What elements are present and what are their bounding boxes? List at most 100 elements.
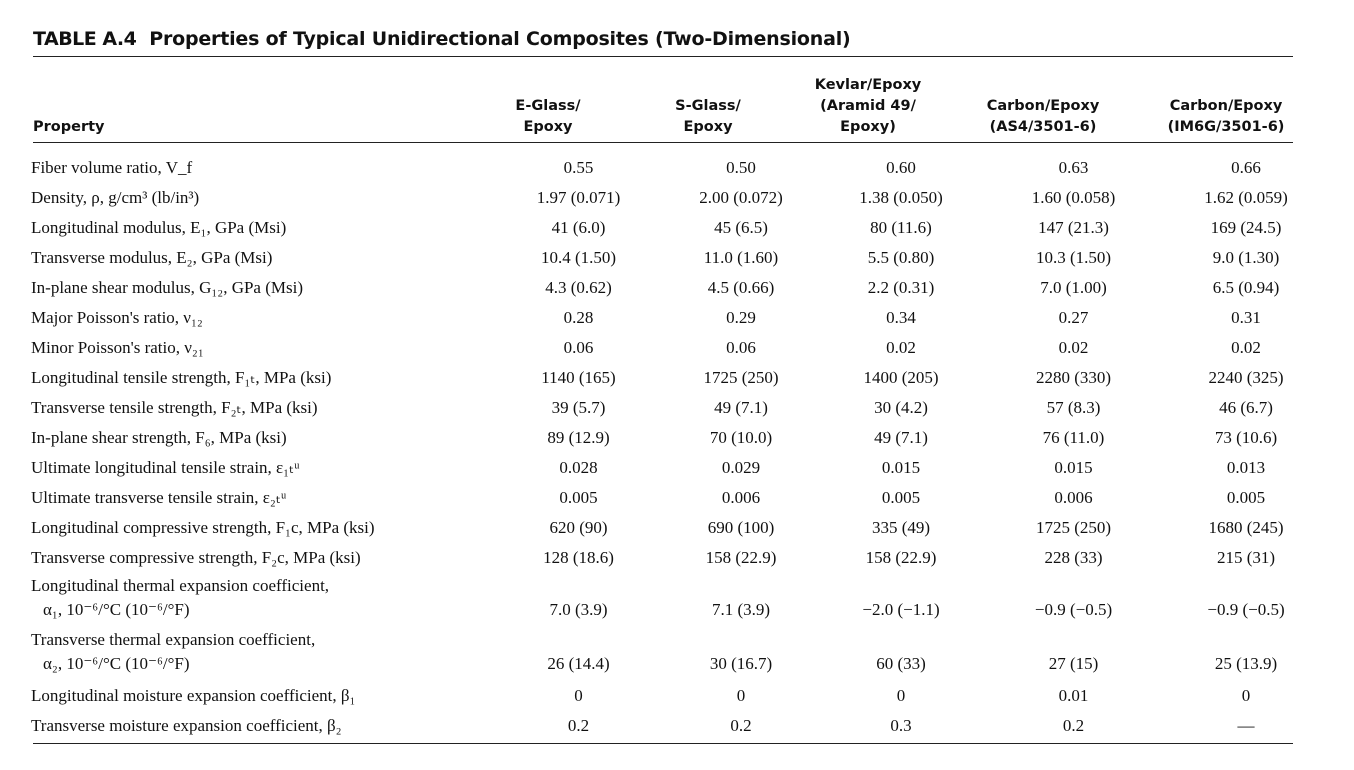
property-name: Transverse compressive strength, F₂c, MP…	[31, 548, 361, 567]
property-name: In-plane shear modulus, G₁₂, GPa (Msi)	[31, 278, 303, 297]
table-row: Major Poisson's ratio, ν₁₂ 0.28 0.29 0.34 0.…	[31, 298, 1331, 328]
property-name-line1: Transverse thermal expansion coefficient…	[31, 630, 316, 649]
properties-table: Fiber volume ratio, V_f 0.55 0.50 0.60 0.63 0…	[31, 148, 1331, 736]
cell-value: 1.60 (0.058)	[1031, 188, 1116, 207]
cell-value: 25 (13.9)	[1214, 654, 1278, 673]
cell-value: 0.66	[1231, 158, 1261, 177]
property-name: Longitudinal thermal expansion coefficie…	[31, 568, 491, 622]
property-name: Transverse thermal expansion coefficient…	[31, 622, 491, 676]
cell-value: 1400 (205)	[863, 368, 939, 387]
cell-value: 4.5 (0.66)	[707, 278, 775, 297]
cell-value: 0.02	[1058, 338, 1089, 357]
cell-value: 0.55	[563, 158, 594, 177]
cell-value: 169 (24.5)	[1210, 218, 1282, 237]
cell-value: 0.029	[721, 458, 761, 477]
bottom-rule	[33, 743, 1293, 744]
cell-value: 39 (5.7)	[551, 398, 606, 417]
property-name: In-plane shear strength, F₆, MPa (ksi)	[31, 428, 287, 447]
cell-value: 0.005	[1226, 488, 1266, 507]
property-name: Ultimate transverse tensile strain, ε₂ₜᵘ	[31, 488, 287, 507]
cell-value: 4.3 (0.62)	[545, 278, 612, 297]
cell-value: 89 (12.9)	[547, 428, 610, 447]
cell-value: 1.38 (0.050)	[859, 188, 943, 207]
table-row: Fiber volume ratio, V_f 0.55 0.50 0.60 0.63 0…	[31, 148, 1331, 178]
cell-value: 335 (49)	[871, 518, 931, 537]
property-name: Longitudinal modulus, E₁, GPa (Msi)	[31, 218, 287, 237]
cell-value: 30 (4.2)	[874, 398, 928, 417]
cell-value: 128 (18.6)	[543, 548, 614, 567]
cell-value: 2.2 (0.31)	[867, 278, 935, 297]
table-row: Transverse tensile strength, F₂ₜ, MPa (k…	[31, 388, 1331, 418]
cell-value: 30 (16.7)	[709, 654, 773, 673]
cell-value: 0.3	[890, 716, 912, 735]
cell-value: 0	[736, 686, 746, 705]
cell-value: 27 (15)	[1048, 654, 1099, 673]
table-row: Transverse moisture expansion coefficien…	[31, 706, 1331, 736]
cell-value: 0.27	[1058, 308, 1089, 327]
cell-value: −2.0 (−1.1)	[862, 600, 940, 619]
cell-value: 1725 (250)	[703, 368, 779, 387]
cell-value: 0.02	[886, 338, 916, 357]
cell-value: 10.3 (1.50)	[1035, 248, 1112, 267]
cell-value: 0.01	[1058, 686, 1089, 705]
cell-value: 73 (10.6)	[1214, 428, 1278, 447]
cell-value: 2240 (325)	[1208, 368, 1284, 387]
table-row: Longitudinal moisture expansion coeffici…	[31, 676, 1331, 706]
table-row: Longitudinal thermal expansion coefficie…	[31, 568, 1331, 622]
header-kevlar: Kevlar/Epoxy (Aramid 49/ Epoxy)	[814, 77, 922, 135]
property-name: Density, ρ, g/cm³ (lb/in³)	[31, 188, 200, 207]
table-caption: TABLE A.4 Properties of Typical Unidirec…	[33, 28, 851, 50]
property-name: Transverse tensile strength, F₂ₜ, MPa (k…	[31, 398, 318, 417]
property-name-line1: Longitudinal thermal expansion coefficie…	[31, 576, 330, 595]
table-row: Ultimate transverse tensile strain, ε₂ₜᵘ…	[31, 478, 1331, 508]
header-rule	[33, 142, 1293, 143]
header-sglass: S-Glass/ Epoxy	[675, 98, 741, 135]
property-name: Minor Poisson's ratio, ν₂₁	[31, 338, 204, 357]
cell-value: 228 (33)	[1044, 548, 1103, 567]
property-name-line2: α₁, 10⁻⁶/°C (10⁻⁶/°F)	[43, 600, 190, 619]
cell-value: 158 (22.9)	[705, 548, 777, 567]
table-row: In-plane shear modulus, G₁₂, GPa (Msi) 4.…	[31, 268, 1331, 298]
property-name: Ultimate longitudinal tensile strain, ε₁…	[31, 458, 300, 477]
cell-value: 0.29	[726, 308, 756, 327]
cell-value: 0.50	[726, 158, 756, 177]
cell-value: 0.34	[886, 308, 916, 327]
cell-value: 5.5 (0.80)	[867, 248, 935, 267]
cell-value: 7.1 (3.9)	[711, 600, 771, 619]
cell-value: 0.028	[559, 458, 598, 477]
property-name: Fiber volume ratio, V_f	[31, 158, 193, 177]
cell-value: 0.015	[1054, 458, 1093, 477]
table-row: Density, ρ, g/cm³ (lb/in³) 1.97 (0.071) 2.…	[31, 178, 1331, 208]
cell-value: 620 (90)	[549, 518, 608, 537]
cell-value: 45 (6.5)	[714, 218, 768, 237]
property-name: Longitudinal tensile strength, F₁ₜ, MPa …	[31, 368, 332, 387]
top-rule	[33, 56, 1293, 57]
table-number: TABLE A.4	[33, 28, 137, 50]
cell-value: 0.006	[721, 488, 761, 507]
property-name: Transverse modulus, E₂, GPa (Msi)	[31, 248, 273, 267]
cell-value: 0.60	[886, 158, 916, 177]
cell-value: 0.013	[1226, 458, 1266, 477]
cell-value: 1725 (250)	[1035, 518, 1112, 537]
cell-value: —	[1237, 716, 1255, 735]
property-name: Transverse moisture expansion coefficien…	[31, 716, 342, 735]
cell-value: −0.9 (−0.5)	[1207, 600, 1285, 619]
header-carbon-as4: Carbon/Epoxy (AS4/3501-6)	[986, 98, 1100, 135]
cell-value: 80 (11.6)	[870, 218, 932, 237]
table-row: Longitudinal compressive strength, F₁c, …	[31, 508, 1331, 538]
cell-value: 0.31	[1231, 308, 1261, 327]
cell-value: 2.00 (0.072)	[699, 188, 783, 207]
cell-value: 0.63	[1058, 158, 1089, 177]
cell-value: 1.62 (0.059)	[1204, 188, 1288, 207]
cell-value: 0	[574, 686, 583, 705]
cell-value: 0	[896, 686, 906, 705]
cell-value: 1.97 (0.071)	[536, 188, 621, 207]
cell-value: 0.005	[559, 488, 598, 507]
cell-value: 60 (33)	[876, 654, 926, 673]
cell-value: 1140 (165)	[541, 368, 616, 387]
header-carbon-im6g: Carbon/Epoxy (IM6G/3501-6)	[1167, 98, 1285, 135]
cell-value: 158 (22.9)	[865, 548, 937, 567]
cell-value: 0.006	[1054, 488, 1093, 507]
property-name: Major Poisson's ratio, ν₁₂	[31, 308, 203, 327]
cell-value: 6.5 (0.94)	[1212, 278, 1280, 297]
